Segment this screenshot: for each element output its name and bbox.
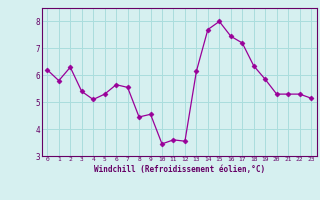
X-axis label: Windchill (Refroidissement éolien,°C): Windchill (Refroidissement éolien,°C) xyxy=(94,165,265,174)
